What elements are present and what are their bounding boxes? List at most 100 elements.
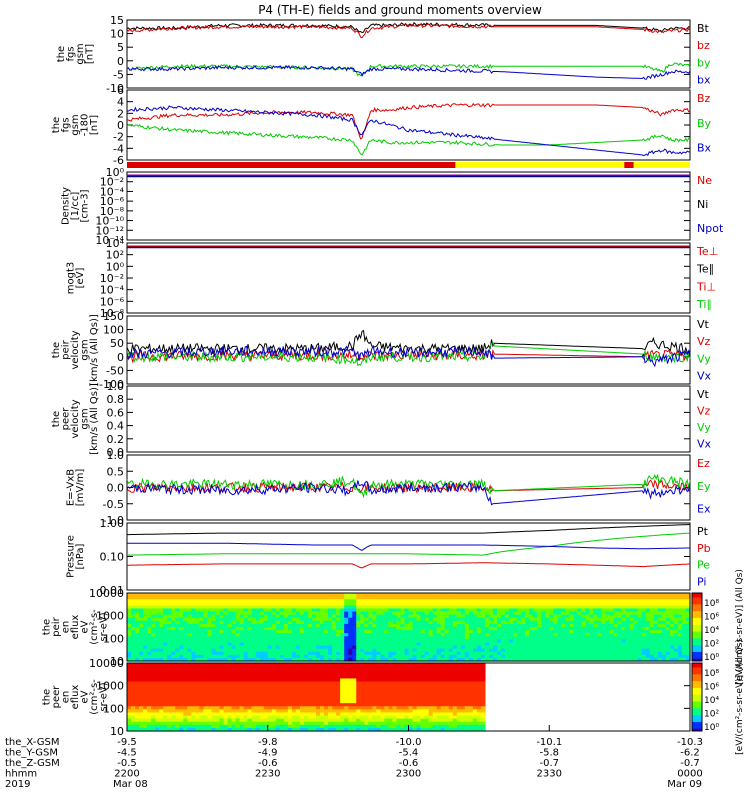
heatmap-cell [219,633,225,637]
heatmap-cell [685,627,691,631]
heatmap-cell [163,672,168,676]
heatmap-cell [360,596,365,600]
heatmap-cell [488,633,494,637]
heatmap-cell [303,709,309,714]
heatmap-cell [541,633,546,637]
heatmap-cell [175,678,180,683]
heatmap-cell [669,639,675,644]
y-tick-label: -1.0 [103,514,124,527]
heatmap-cell [320,712,325,717]
heatmap-cell [303,617,309,622]
heatmap-cell [364,614,369,619]
heatmap-cell [163,651,168,656]
heatmap-cell [420,630,426,634]
heatmap-cell [509,596,514,600]
heatmap-cell [444,663,450,667]
heatmap-cell [263,715,269,720]
heatmap-cell [505,645,510,650]
heatmap-cell [207,627,213,631]
heatmap-cell [420,703,426,707]
heatmap-cell [472,611,478,616]
heatmap-cell [336,636,341,640]
heatmap-cell [135,687,140,692]
heatmap-cell [400,645,406,650]
heatmap-cell [496,602,502,606]
heatmap-cell [384,669,389,673]
heatmap-cell [131,669,136,673]
heatmap-cell [484,630,490,634]
y-tick-label: 10 [110,725,124,738]
heatmap-cell [211,684,217,689]
heatmap-cell [131,706,136,710]
heatmap-cell [199,684,205,689]
heatmap-cell [500,599,506,603]
heatmap-cell [155,651,160,656]
heatmap-cell [404,690,410,695]
heatmap-cell [203,718,209,723]
heatmap-cell [303,672,309,676]
heatmap-cell [139,681,144,686]
heatmap-cell [505,630,510,634]
heatmap-cell [440,627,446,631]
heatmap-cell [480,681,486,686]
heatmap-cell [436,642,442,647]
heatmap-cell [597,617,603,622]
heatmap-cell [500,657,506,662]
heatmap-cell [384,651,389,656]
heatmap-cell [557,599,562,603]
heatmap-cell [529,623,534,628]
heatmap-cell [235,636,241,640]
heatmap-cell [665,617,671,622]
heatmap-cell [380,654,385,659]
heatmap-cell [388,623,394,628]
heatmap-cell [143,681,148,686]
heatmap-cell [480,611,486,616]
legend-entry: Te∥ [696,263,714,276]
heatmap-cell [340,627,345,631]
heatmap-cell [661,633,667,637]
heatmap-cell [448,614,454,619]
heatmap-cell [344,639,349,644]
heatmap-cell [452,645,458,650]
heatmap-cell [372,706,377,710]
heatmap-cell [151,596,156,600]
heatmap-cell [472,627,478,631]
legend-entry: Pt [697,525,709,538]
heatmap-cell [533,657,538,662]
heatmap-cell [585,642,591,647]
heatmap-cell [171,703,176,707]
heatmap-cell [376,669,381,673]
heatmap-cell [444,617,450,622]
heatmap-cell [428,715,434,720]
heatmap-cell [227,608,233,613]
heatmap-cell [135,648,140,653]
heatmap-cell [271,620,277,625]
heatmap-cell [573,633,578,637]
heatmap-cell [336,642,341,647]
heatmap-cell [283,602,289,606]
heatmap-cell [263,620,269,625]
heatmap-cell [255,666,261,670]
heatmap-cell [380,596,385,600]
heatmap-cell [227,657,233,662]
heatmap-cell [432,690,438,695]
heatmap-cell [456,611,462,616]
heatmap-cell [525,648,530,653]
heatmap-cell [299,639,305,644]
heatmap-cell [376,611,381,616]
heatmap-cell [685,605,691,610]
heatmap-cell [291,627,297,631]
heatmap-cell [416,602,422,606]
legend-entry: Vt [697,318,710,331]
heatmap-cell [404,602,410,606]
heatmap-cell [227,666,233,670]
heatmap-cell [645,623,651,628]
heatmap-cell [637,623,643,628]
heatmap-cell [432,648,438,653]
heatmap-cell [163,599,168,603]
heatmap-cell [661,651,667,656]
heatmap-cell [223,651,229,656]
heatmap-cell [255,605,261,610]
heatmap-cell [440,700,446,704]
heatmap-cell [263,669,269,673]
